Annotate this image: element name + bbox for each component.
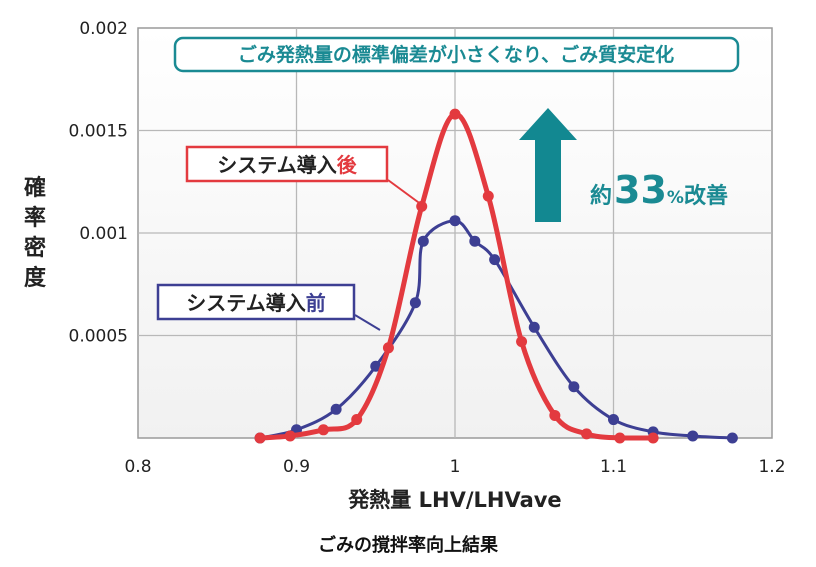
after-data-point	[581, 428, 593, 440]
x-tick-label: 0.9	[283, 457, 310, 477]
after-label-leader	[387, 179, 423, 206]
after-data-point	[449, 108, 461, 120]
after-data-point	[284, 430, 296, 442]
before-data-point	[489, 254, 501, 266]
improvement-arrow-icon	[519, 108, 577, 222]
after-data-point	[317, 424, 329, 436]
before-data-point	[469, 235, 481, 247]
y-tick-label: 0.0005	[69, 327, 128, 347]
improvement-unit: %	[667, 188, 684, 208]
before-data-point	[330, 403, 342, 415]
after-data-point	[516, 336, 528, 348]
banner-text: ごみ発熱量の標準偏差が小さくなり、ごみ質安定化	[238, 43, 674, 66]
x-tick-label: 1.2	[758, 457, 785, 477]
figure-caption: ごみの撹拌率向上結果	[318, 534, 499, 556]
banner-box: ごみ発熱量の標準偏差が小さくなり、ごみ質安定化	[173, 36, 740, 73]
before-data-point	[608, 414, 619, 426]
improvement-value: 33	[614, 168, 667, 212]
before-data-point	[417, 235, 429, 247]
after-data-point	[614, 432, 626, 444]
before-data-point	[687, 430, 699, 442]
x-tick-label: 1	[450, 457, 461, 477]
y-axis-label: 確率密度	[24, 175, 47, 291]
before-data-point	[528, 321, 540, 333]
after-data-point	[382, 342, 394, 354]
improvement-text: 約33%改善	[590, 168, 728, 212]
after-data-point	[351, 414, 363, 426]
before-data-point	[409, 297, 421, 309]
before-data-point	[449, 215, 461, 227]
series-layer	[254, 108, 738, 444]
after-data-point	[549, 409, 561, 421]
x-tick-label: 0.8	[124, 457, 151, 477]
improvement-prefix: 約	[590, 183, 612, 209]
y-tick-label: 0.001	[79, 224, 128, 244]
x-tick-label: 1.1	[600, 457, 627, 477]
after-label-accent: 後	[337, 153, 358, 177]
svg-text:システム導入前: システム導入前	[186, 291, 325, 315]
before-series-label: システム導入前	[156, 283, 356, 321]
before-label-main: システム導入	[186, 291, 305, 315]
axis-tick-labels: 0.8 0.9 1 1.1 1.2 0.0005 0.001 0.0015 0.002	[69, 19, 786, 477]
y-tick-label: 0.0015	[69, 122, 128, 142]
improvement-suffix: 改善	[684, 183, 728, 209]
before-label-leader	[354, 314, 381, 331]
after-data-point	[254, 432, 266, 444]
svg-text:システム導入後: システム導入後	[217, 153, 357, 177]
x-axis-label: 発熱量 LHV/LHVave	[347, 488, 561, 512]
before-data-point	[568, 381, 580, 393]
grid-lines	[138, 28, 772, 438]
before-label-accent: 前	[306, 291, 326, 315]
before-data-point	[370, 360, 382, 372]
after-data-point	[482, 190, 494, 202]
y-tick-label: 0.002	[79, 19, 128, 39]
after-label-main: システム導入	[217, 153, 336, 177]
before-data-point	[726, 432, 738, 444]
after-data-point	[647, 432, 659, 444]
after-series-label: システム導入後	[185, 145, 389, 183]
